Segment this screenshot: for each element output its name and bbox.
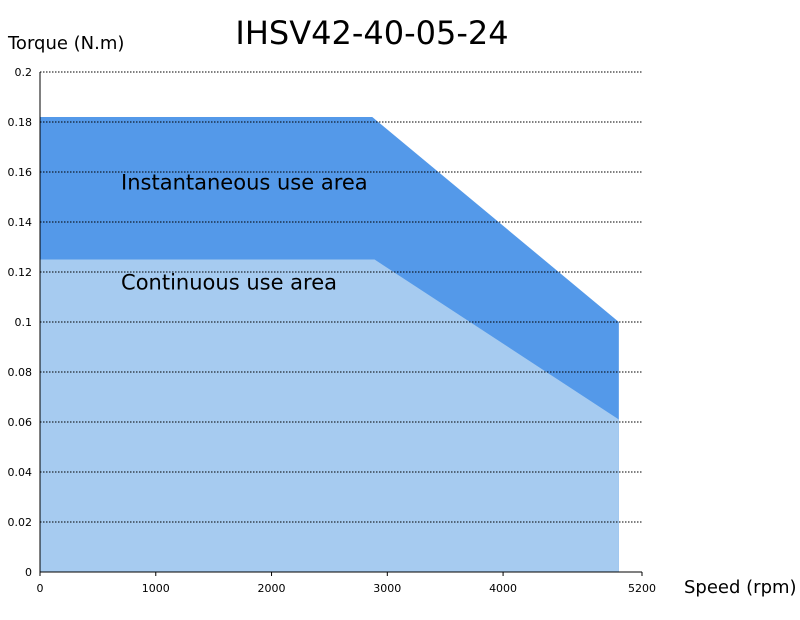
annotation-layer: Instantaneous use area Continuous use are… <box>121 171 368 295</box>
y-tick-label: 0.08 <box>8 366 33 379</box>
x-tick-label: 1000 <box>142 582 170 595</box>
x-tick-label: 5200 <box>628 582 656 595</box>
tick-layer: 0 0.02 0.04 0.06 0.08 0.1 0.12 0.14 0.16 0.18 0.2 0… <box>8 66 657 595</box>
x-tick-label: 4000 <box>489 582 517 595</box>
y-tick-label: 0.04 <box>8 466 33 479</box>
y-tick-label: 0.14 <box>8 216 33 229</box>
y-tick-label: 0.16 <box>8 166 33 179</box>
chart-title: IHSV42-40-05-24 <box>235 14 508 52</box>
area-series-continuous <box>40 259 619 572</box>
y-tick-label: 0.2 <box>15 66 33 79</box>
y-tick-label: 0.02 <box>8 516 33 529</box>
x-tick-label: 2000 <box>258 582 286 595</box>
x-tick-label: 0 <box>37 582 44 595</box>
x-axis-title: Speed (rpm) <box>684 577 797 598</box>
y-tick-label: 0.12 <box>8 266 33 279</box>
y-tick-label: 0.18 <box>8 116 33 129</box>
axis-layer <box>39 71 642 573</box>
area-layer <box>40 117 619 572</box>
y-tick-label: 0.1 <box>15 316 33 329</box>
annotation-continuous: Continuous use area <box>121 271 337 295</box>
annotation-instantaneous: Instantaneous use area <box>121 171 368 195</box>
y-tick-label: 0.06 <box>8 416 33 429</box>
x-tick-label: 3000 <box>373 582 401 595</box>
y-tick-label: 0 <box>25 566 32 579</box>
y-axis-title: Torque (N.m) <box>7 33 124 54</box>
